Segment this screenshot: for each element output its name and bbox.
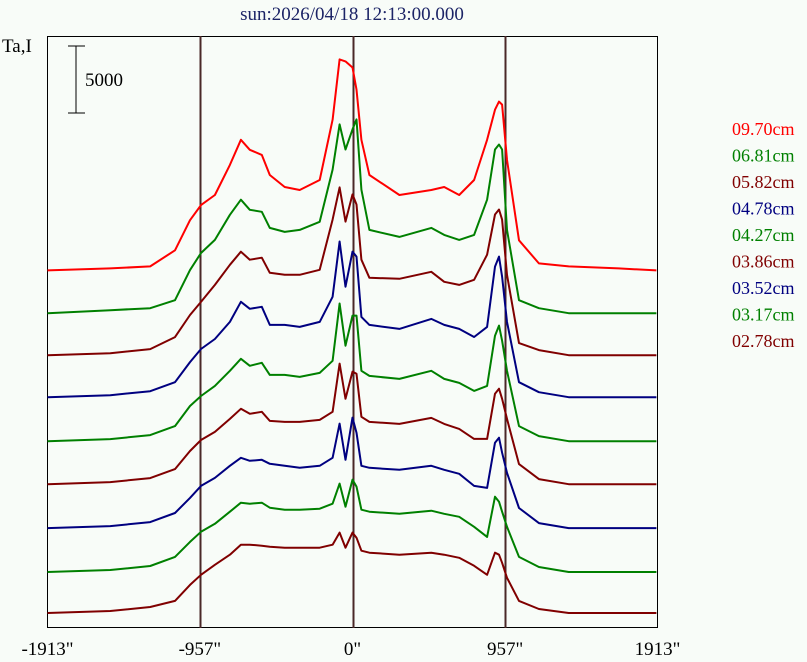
x-tick-label: -1913" — [21, 639, 73, 660]
x-tick-label: 957" — [487, 639, 523, 660]
legend: 09.70cm 06.81cm 05.82cm 04.78cm 04.27cm 03.86… — [732, 119, 795, 351]
legend-entry: 03.86cm — [732, 252, 795, 272]
legend-entry: 04.27cm — [732, 225, 795, 245]
x-tick-labels: -1913" -957" 0" 957" 1913" — [21, 639, 680, 660]
legend-entry: 03.17cm — [732, 305, 795, 325]
x-tick-label: 0" — [344, 639, 361, 660]
chart-title: sun:2026/04/18 12:13:00.000 — [240, 4, 464, 25]
legend-entry: 02.78cm — [732, 331, 795, 351]
y-axis-label: Ta,I — [2, 36, 32, 57]
legend-entry: 06.81cm — [732, 146, 795, 166]
scale-bar: 5000 — [68, 45, 123, 114]
reference-lines — [199, 36, 507, 628]
series-line-09.70cm — [47, 58, 657, 272]
legend-entry: 09.70cm — [732, 119, 795, 139]
x-tick-label: -957" — [179, 639, 222, 660]
series-line-03.52cm — [47, 416, 657, 530]
series-line-06.81cm — [47, 118, 657, 315]
legend-entry: 03.52cm — [732, 278, 795, 298]
series-line-02.78cm — [47, 531, 657, 614]
legend-entry: 05.82cm — [732, 172, 795, 192]
series-line-03.86cm — [47, 362, 657, 486]
series-line-03.17cm — [47, 478, 657, 573]
series-group — [47, 58, 657, 614]
series-line-04.78cm — [47, 240, 657, 399]
series-line-04.27cm — [47, 302, 657, 443]
series-line-05.82cm — [47, 186, 657, 357]
scale-bar-label: 5000 — [85, 70, 123, 91]
x-tick-label: 1913" — [635, 639, 681, 660]
legend-entry: 04.78cm — [732, 199, 795, 219]
